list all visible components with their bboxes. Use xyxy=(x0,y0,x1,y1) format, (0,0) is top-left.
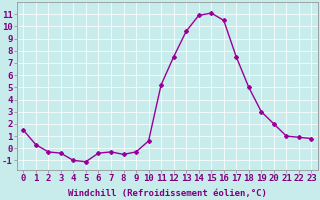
X-axis label: Windchill (Refroidissement éolien,°C): Windchill (Refroidissement éolien,°C) xyxy=(68,189,267,198)
